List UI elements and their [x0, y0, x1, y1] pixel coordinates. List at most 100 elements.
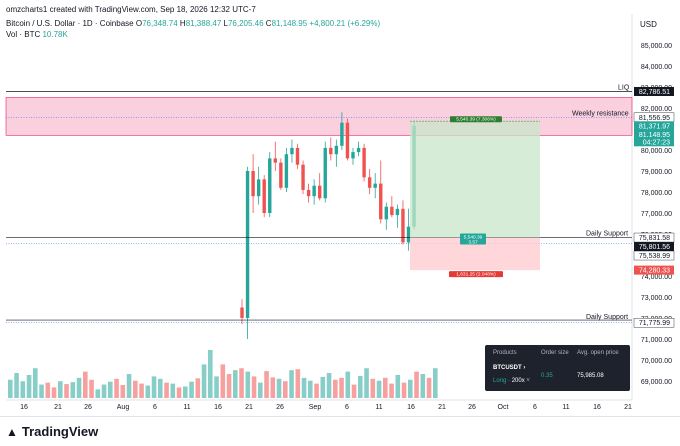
- y-tick-label: 77,000.00: [641, 211, 672, 218]
- y-tick-label: 80,000.00: [641, 148, 672, 155]
- volume-bar: [70, 382, 76, 398]
- volume-bar: [214, 376, 219, 398]
- position-order-size: 0.35: [541, 373, 553, 379]
- candle: [406, 226, 411, 243]
- candle: [245, 171, 250, 318]
- volume-bar: [158, 378, 163, 398]
- tradingview-mark-icon: ▲: [6, 424, 18, 439]
- x-tick-label: 16: [214, 404, 222, 411]
- y-tick-label: 85,000.00: [641, 43, 672, 50]
- brand-name: TradingView: [21, 424, 99, 439]
- volume-bar: [95, 389, 101, 398]
- x-tick-label: 11: [375, 404, 382, 411]
- x-tick-label: 16: [20, 404, 28, 411]
- currency-label: USD: [640, 20, 657, 29]
- candle: [284, 154, 289, 188]
- volume-bar: [289, 370, 294, 398]
- volume-bar: [245, 371, 251, 398]
- price-tag-bg: [633, 250, 675, 261]
- volume-bar: [301, 377, 307, 398]
- volume-bar: [114, 378, 119, 398]
- volume-bar: [326, 373, 332, 398]
- x-tick-label: Oct: [498, 404, 509, 411]
- candle: [334, 145, 339, 155]
- y-tick-label: 78,000.00: [641, 190, 672, 197]
- price-tag: 81,556.95: [639, 115, 670, 122]
- ohlc-legend: Bitcoin / U.S. Dollar · 1D · Coinbase O7…: [6, 19, 380, 28]
- open-value: 76,348.74: [142, 19, 178, 28]
- volume-bar: [239, 368, 244, 398]
- volume-bar: [101, 384, 107, 398]
- avg-open-header: Avg. open price: [577, 350, 619, 356]
- volume-bar: [45, 382, 51, 398]
- low-value: 76,205.46: [227, 19, 264, 28]
- price-tag-bg: [634, 265, 674, 275]
- target-box-bg: [450, 116, 502, 123]
- price-tag: 81,148.95: [639, 132, 670, 139]
- candle: [323, 147, 327, 199]
- price-tag: 81,371.97: [639, 123, 670, 130]
- position-side: Long · 200x ˅: [493, 378, 530, 384]
- candle: [301, 164, 305, 190]
- x-tick-label: Aug: [117, 404, 130, 411]
- volume-bar: [370, 378, 376, 398]
- volume-value: 10.78K: [42, 30, 68, 39]
- volume-bar: [376, 380, 382, 398]
- position-symbol[interactable]: BTCUSDT ›: [493, 365, 526, 371]
- daily-support-label: Daily Support: [586, 231, 628, 238]
- candle: [312, 185, 316, 197]
- candle: [401, 208, 405, 243]
- positions-panel[interactable]: Products Order size Avg. open price BTCU…: [485, 345, 630, 391]
- volume-bar: [33, 368, 38, 398]
- volume-bar: [395, 374, 401, 398]
- x-tick-label: 6: [533, 404, 537, 411]
- candle: [395, 208, 400, 216]
- volume-bar: [39, 384, 44, 398]
- volume-bar: [358, 375, 363, 398]
- tradingview-logo[interactable]: ▲ TradingView: [6, 424, 98, 439]
- entry-box-value: 5,540.39: [464, 235, 483, 241]
- volume-bar: [389, 383, 394, 398]
- volume-bar: [164, 382, 169, 398]
- volume-bar: [364, 368, 369, 398]
- target-box: 5,540.39 (7.306%): [456, 116, 496, 122]
- x-tick-label: 21: [54, 404, 62, 411]
- volume-bar: [320, 376, 326, 398]
- x-tick-label: 21: [438, 404, 446, 411]
- volume-bar: [20, 381, 26, 398]
- position-avg-open: 75,985.08: [577, 373, 604, 379]
- daily-support-2-label: Daily Support: [586, 314, 628, 321]
- candle: [390, 206, 394, 216]
- volume-bar: [126, 374, 132, 398]
- y-tick-label: 74,000.00: [641, 274, 672, 281]
- footer: [0, 416, 680, 446]
- chart-credit: omzcharts1 created with TradingView.com,…: [6, 5, 256, 14]
- x-tick-label: 21: [624, 404, 632, 411]
- liq-label: LIQ: [618, 84, 630, 91]
- volume-bar: [26, 374, 32, 398]
- y-tick-label: 70,000.00: [641, 358, 672, 365]
- volume-legend[interactable]: Vol · BTC 10.78K: [6, 30, 68, 39]
- open-label: O: [135, 19, 143, 28]
- symbol-title[interactable]: Bitcoin / U.S. Dollar · 1D · Coinbase: [6, 19, 134, 28]
- candle: [306, 189, 311, 197]
- x-tick-label: 26: [468, 404, 476, 411]
- volume-bar: [414, 371, 419, 398]
- volume-bar: [14, 373, 19, 398]
- volume-bar: [208, 350, 213, 398]
- volume-bar: [170, 383, 176, 398]
- entry-box-ratio: 3.57: [468, 240, 478, 246]
- volume-bar: [345, 371, 351, 398]
- volume-bar: [176, 387, 182, 398]
- price-tag: 82,786.51: [639, 89, 670, 96]
- candle: [362, 147, 366, 178]
- volume-bar: [89, 379, 94, 398]
- x-tick-label: 6: [153, 404, 157, 411]
- volume-bar: [64, 384, 69, 398]
- volume-bar: [8, 379, 13, 398]
- x-tick-label: 16: [593, 404, 601, 411]
- volume-label: Vol · BTC: [6, 30, 41, 39]
- volume-bar: [283, 381, 288, 398]
- price-tag: 75,801.56: [639, 244, 670, 251]
